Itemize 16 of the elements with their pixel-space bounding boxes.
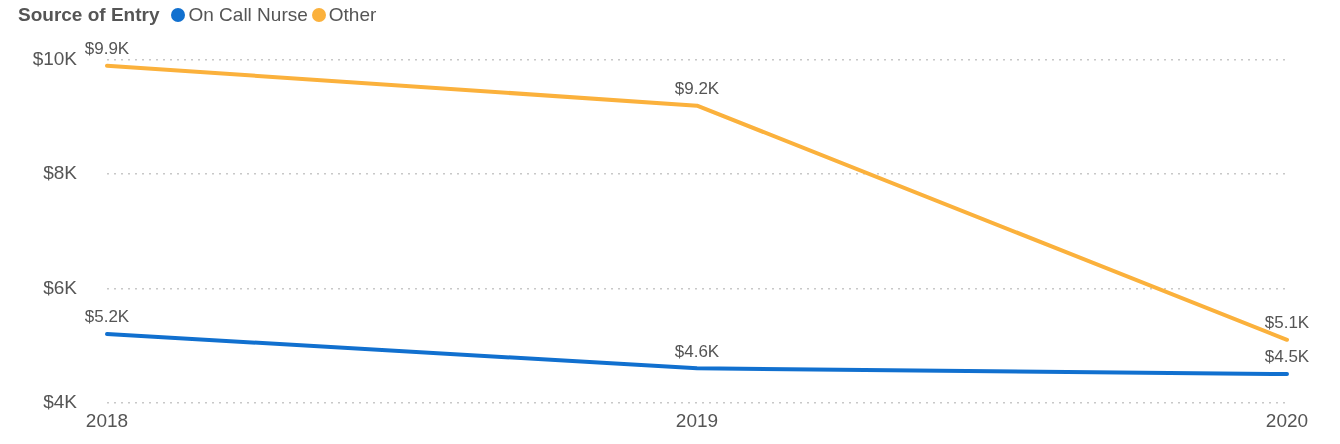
legend-title: Source of Entry — [18, 4, 160, 26]
legend-label: Other — [328, 4, 377, 26]
data-label: $5.2K — [84, 307, 130, 327]
data-label: $9.9K — [84, 38, 130, 58]
data-label: $5.1K — [1264, 312, 1310, 332]
x-tick-label: 2018 — [85, 410, 129, 432]
y-tick-label: $4K — [43, 390, 78, 412]
legend-label: On Call Nurse — [188, 4, 308, 26]
y-tick-label: $6K — [43, 276, 78, 298]
x-tick-label: 2019 — [675, 410, 719, 432]
data-label: $4.5K — [1264, 347, 1310, 367]
y-tick-label: $8K — [43, 162, 78, 184]
x-tick-label: 2020 — [1265, 410, 1309, 432]
data-label: $9.2K — [674, 78, 720, 98]
data-label: $4.6K — [674, 341, 720, 361]
y-tick-label: $10K — [32, 48, 78, 70]
